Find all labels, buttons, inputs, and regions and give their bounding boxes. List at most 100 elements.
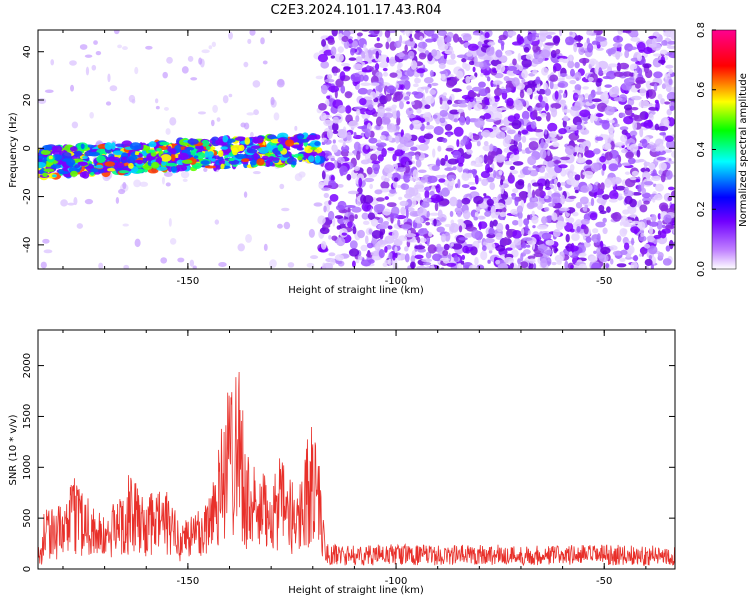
heatmap-cell: [580, 157, 586, 162]
y-tick-label: 2000: [22, 353, 33, 378]
heatmap-cell: [500, 184, 505, 195]
heatmap-cell: [597, 183, 601, 189]
heatmap-cell: [379, 61, 389, 69]
heatmap-cell: [357, 229, 365, 239]
heatmap-band-cell: [256, 158, 265, 166]
heatmap-cell: [653, 82, 658, 92]
heatmap-band-cell: [42, 172, 48, 178]
heatmap-cell: [348, 120, 359, 128]
heatmap-cell: [574, 189, 579, 194]
heatmap-cell: [190, 77, 198, 81]
heatmap-cell: [340, 62, 350, 67]
heatmap-band-cell: [261, 155, 269, 160]
heatmap-cell: [573, 42, 578, 53]
heatmap-band-cell: [72, 150, 83, 158]
heatmap-cell: [93, 40, 98, 45]
heatmap-cell: [421, 258, 433, 263]
heatmap-cell: [558, 207, 570, 212]
heatmap-cell: [73, 196, 78, 206]
heatmap-cell: [589, 113, 595, 124]
heatmap-cell: [401, 224, 412, 230]
heatmap-cell: [362, 220, 370, 226]
heatmap-cell: [353, 166, 360, 172]
heatmap-cell: [532, 109, 538, 118]
heatmap-band-cell: [277, 137, 286, 144]
heatmap-cell: [602, 194, 610, 200]
heatmap-cell: [609, 190, 619, 200]
heatmap-cell: [438, 63, 446, 70]
heatmap-cell: [576, 124, 583, 130]
heatmap-cell: [357, 255, 363, 261]
heatmap-cell: [325, 99, 330, 107]
heatmap-cell: [610, 258, 614, 265]
heatmap-cell: [565, 75, 573, 80]
heatmap-cell: [364, 177, 375, 183]
heatmap-cell: [551, 212, 558, 222]
heatmap-cell: [493, 95, 500, 103]
heatmap-cell: [503, 75, 510, 82]
heatmap-cell: [361, 202, 372, 212]
heatmap-cell: [556, 259, 562, 265]
heatmap-cell: [437, 209, 443, 219]
heatmap-cell: [451, 88, 462, 93]
heatmap-cell: [330, 258, 336, 266]
heatmap-cell: [599, 155, 607, 163]
heatmap-cell: [334, 53, 344, 63]
heatmap-cell: [182, 178, 188, 183]
heatmap-cell: [505, 247, 513, 251]
heatmap-band-cell: [246, 147, 253, 153]
heatmap-cell: [609, 119, 615, 124]
heatmap-cell: [409, 261, 416, 269]
heatmap-cell: [412, 83, 419, 88]
heatmap-cell: [484, 31, 490, 39]
heatmap-cell: [370, 153, 378, 162]
heatmap-cell: [555, 220, 565, 231]
heatmap-cell: [444, 49, 455, 55]
heatmap-cell: [638, 100, 650, 109]
heatmap-cell: [387, 147, 395, 151]
heatmap-cell: [327, 210, 335, 221]
heatmap-cell: [405, 30, 411, 37]
heatmap-cell: [659, 132, 666, 136]
heatmap-cell: [328, 200, 332, 206]
heatmap-cell: [322, 223, 331, 229]
heatmap-cell: [510, 208, 518, 215]
heatmap-cell: [489, 96, 496, 105]
heatmap-cell: [666, 139, 675, 150]
heatmap-cell: [641, 138, 648, 149]
heatmap-cell: [386, 202, 397, 208]
heatmap-cell: [398, 235, 408, 242]
heatmap-cell: [659, 49, 668, 55]
heatmap-cell: [552, 160, 562, 164]
heatmap-cell: [424, 30, 435, 35]
heatmap-cell: [532, 43, 539, 53]
heatmap-cell: [461, 58, 467, 63]
heatmap-band-cell: [97, 168, 105, 174]
heatmap-cell: [632, 134, 636, 140]
heatmap-cell: [485, 163, 491, 174]
heatmap-cell: [624, 177, 636, 188]
heatmap-y-ticks: -40 -20 0 20 40: [22, 45, 675, 253]
heatmap-cell: [524, 224, 529, 235]
heatmap-cell: [530, 121, 537, 129]
heatmap-cell: [363, 43, 367, 52]
heatmap-cell: [572, 89, 580, 93]
heatmap-cell: [328, 235, 332, 240]
heatmap-cell: [431, 49, 438, 57]
heatmap-cell: [317, 53, 329, 63]
heatmap-band-cell: [220, 163, 225, 170]
heatmap-cell: [336, 237, 346, 247]
heatmap-cell: [420, 176, 429, 183]
heatmap-cell: [321, 84, 328, 95]
heatmap-cell: [517, 52, 522, 62]
heatmap-cell: [670, 151, 675, 158]
heatmap-cell: [386, 36, 392, 43]
heatmap-cell: [544, 249, 554, 256]
heatmap-cell: [356, 32, 363, 37]
heatmap-cell: [456, 139, 460, 148]
heatmap-cell: [474, 175, 479, 185]
heatmap-cell: [504, 256, 515, 264]
heatmap-cell: [540, 112, 547, 118]
heatmap-cell: [483, 113, 492, 120]
heatmap-cell: [598, 67, 603, 76]
